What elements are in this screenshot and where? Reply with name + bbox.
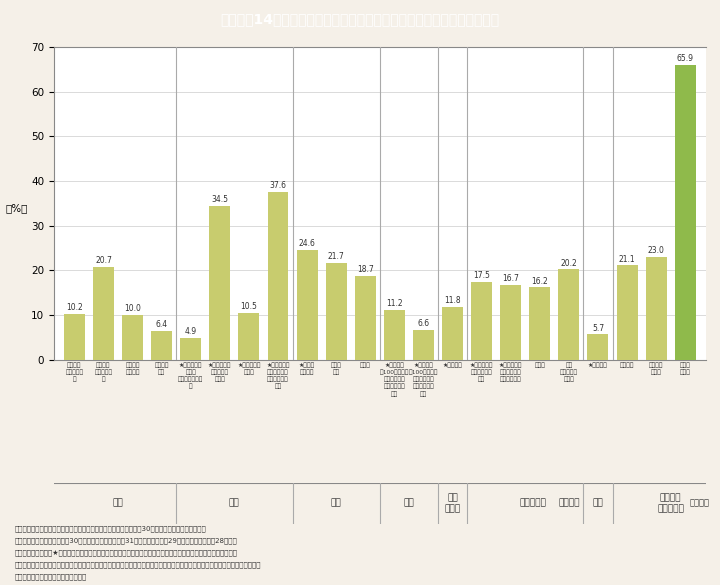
- Text: ★初等中等教
育機関の教頭
以上: ★初等中等教 育機関の教頭 以上: [470, 362, 493, 382]
- Text: （分野）: （分野）: [690, 498, 710, 508]
- Text: ★本省課長相
当職の国家
公務員: ★本省課長相 当職の国家 公務員: [208, 362, 232, 382]
- Text: ★農業委員: ★農業委員: [443, 362, 462, 368]
- Bar: [442, 307, 463, 360]
- Text: 就く可能性の高いもの。: 就く可能性の高いもの。: [14, 573, 86, 580]
- Bar: [93, 267, 114, 360]
- Text: 18.7: 18.7: [357, 266, 374, 274]
- Text: 10.0: 10.0: [124, 304, 141, 314]
- Text: 34.5: 34.5: [211, 195, 228, 204]
- Text: 行政: 行政: [229, 498, 240, 508]
- Text: 23.0: 23.0: [648, 246, 665, 255]
- Text: ★国家公務員
採用者
（総合職試験）
＊: ★国家公務員 採用者 （総合職試験） ＊: [178, 362, 204, 390]
- Text: 21.7: 21.7: [328, 252, 345, 261]
- Bar: [355, 276, 376, 360]
- Text: 6.4: 6.4: [156, 321, 168, 329]
- Text: 国会議員
（参議院）
＊: 国会議員 （参議院） ＊: [94, 362, 112, 382]
- Text: 都道府県
知事: 都道府県 知事: [154, 362, 169, 375]
- Bar: [588, 334, 608, 360]
- Text: また，「国家公務員採用者（総合職試験）」は，直接的に指導的地位を示す指標ではないが，将来的に指導的地位に: また，「国家公務員採用者（総合職試験）」は，直接的に指導的地位を示す指標ではない…: [14, 562, 261, 568]
- Text: ★民間企業
（100人以上）
における管理
職（部長相当
職）: ★民間企業 （100人以上） における管理 職（部長相当 職）: [409, 362, 438, 397]
- Bar: [151, 331, 172, 360]
- Bar: [471, 281, 492, 360]
- Text: 教育・研究: 教育・研究: [519, 498, 546, 508]
- Text: 5.7: 5.7: [592, 324, 604, 332]
- Text: ★大学教授等
（学長・副学
長及び教授）: ★大学教授等 （学長・副学 長及び教授）: [499, 362, 523, 382]
- Text: 21.1: 21.1: [618, 254, 635, 264]
- Text: 11.2: 11.2: [386, 299, 402, 308]
- Text: 6.6: 6.6: [418, 319, 430, 329]
- Text: 国会議員
（衆議院）
＊: 国会議員 （衆議院） ＊: [66, 362, 84, 382]
- Text: 10.5: 10.5: [240, 302, 257, 311]
- Bar: [64, 314, 85, 360]
- Text: 地域: 地域: [593, 498, 603, 508]
- Bar: [646, 257, 667, 360]
- Text: 農林
水産業: 農林 水産業: [444, 493, 461, 513]
- Text: その他の
専門的職業: その他の 専門的職業: [657, 493, 684, 513]
- Text: 16.7: 16.7: [503, 274, 519, 283]
- Bar: [297, 250, 318, 360]
- Text: 雇用: 雇用: [403, 498, 414, 508]
- Text: ★国の審議会
等委員: ★国の審議会 等委員: [237, 362, 261, 375]
- Text: Ｉ－１－14図　各分野における主な「指導的地位」に女性が占める割合: Ｉ－１－14図 各分野における主な「指導的地位」に女性が占める割合: [220, 12, 500, 26]
- Text: 37.6: 37.6: [269, 181, 287, 190]
- Text: 24.6: 24.6: [299, 239, 315, 248]
- Text: 65.9: 65.9: [677, 54, 694, 63]
- Bar: [384, 309, 405, 360]
- Text: ２．原則として平成30年値。ただし，＊は平成31年値，＊＊は平成29年値，＊＊＊は平成28年値。: ２．原則として平成30年値。ただし，＊は平成31年値，＊＊は平成29年値，＊＊＊…: [14, 538, 237, 544]
- Text: 11.8: 11.8: [444, 296, 461, 305]
- Bar: [413, 331, 434, 360]
- Bar: [325, 263, 346, 360]
- Text: 20.2: 20.2: [560, 259, 577, 268]
- Bar: [238, 313, 259, 360]
- Text: 都道府県
議会議員: 都道府県 議会議員: [125, 362, 140, 375]
- Text: 政治: 政治: [112, 498, 123, 508]
- Bar: [559, 270, 580, 360]
- Bar: [180, 338, 201, 360]
- Y-axis label: （%）: （%）: [6, 204, 28, 214]
- Bar: [268, 192, 289, 360]
- Text: 裁判官
＊＊: 裁判官 ＊＊: [330, 362, 341, 375]
- Text: 歯科医師
＊＊＊: 歯科医師 ＊＊＊: [649, 362, 663, 375]
- Text: 弁護士: 弁護士: [360, 362, 371, 368]
- Bar: [529, 287, 550, 360]
- Bar: [616, 266, 637, 360]
- Text: ★自治体長: ★自治体長: [588, 362, 608, 368]
- Text: 4.9: 4.9: [184, 327, 197, 336]
- Text: ★検察官
（検事）: ★検察官 （検事）: [299, 362, 315, 375]
- Bar: [675, 65, 696, 360]
- Text: ★民間企業
（100人以上）
における管理
職（課長相当
職）: ★民間企業 （100人以上） における管理 職（課長相当 職）: [379, 362, 409, 397]
- Text: 16.2: 16.2: [531, 277, 548, 285]
- Text: ★都道府県に
おける本府省
課長相当職の
職員: ★都道府県に おける本府省 課長相当職の 職員: [266, 362, 289, 390]
- Text: 薬剤師
＊＊＊: 薬剤師 ＊＊＊: [680, 362, 690, 375]
- Text: 記者
（日本新聞
協会）: 記者 （日本新聞 協会）: [560, 362, 578, 382]
- Text: （備考）１．内閣府「女性の政策・方針決定参画状況調べ」（平成30年度）より一部情報を更新。: （備考）１．内閣府「女性の政策・方針決定参画状況調べ」（平成30年度）より一部情…: [14, 525, 206, 532]
- Text: 20.7: 20.7: [95, 256, 112, 266]
- Text: 医師＊＊: 医師＊＊: [620, 362, 634, 368]
- Text: 司法: 司法: [330, 498, 341, 508]
- Bar: [122, 315, 143, 360]
- Text: メディア: メディア: [558, 498, 580, 508]
- Bar: [210, 205, 230, 360]
- Bar: [500, 285, 521, 360]
- Text: 10.2: 10.2: [66, 304, 83, 312]
- Text: 17.5: 17.5: [473, 271, 490, 280]
- Text: 研究者: 研究者: [534, 362, 545, 368]
- Text: なお，★印は，第４次男女共同参画基本計画において当該項目が成果目標として掲げられているもの。: なお，★印は，第４次男女共同参画基本計画において当該項目が成果目標として掲げられ…: [14, 549, 238, 556]
